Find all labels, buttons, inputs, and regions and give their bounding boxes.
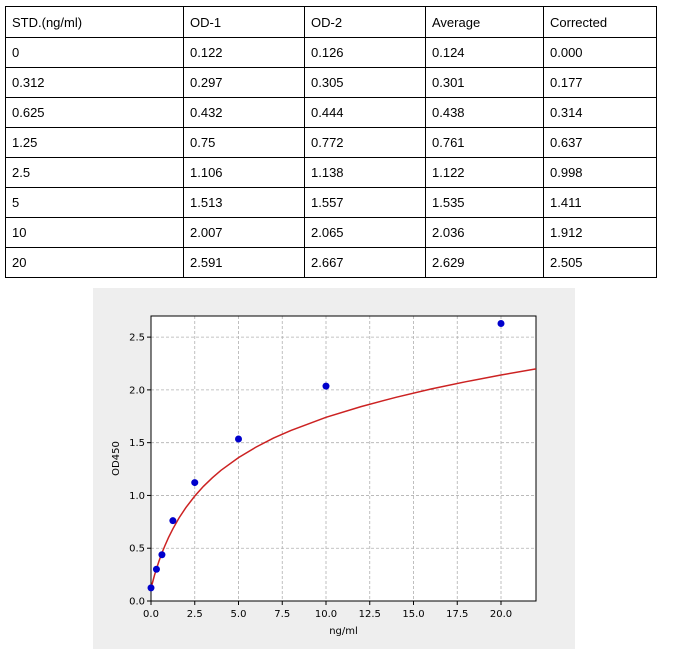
table-row: 1.25 0.75 0.772 0.761 0.637: [5, 127, 657, 158]
standard-curve-chart: 0.0 2.5 5.0 7.5 10.0 12.5 15.0 17.5 20.0 0.0 0.5 1.…: [93, 288, 575, 649]
table-cell: 0: [5, 37, 184, 68]
table-cell: 0.438: [425, 97, 544, 128]
plot-frame: [150, 315, 537, 602]
x-tick-label: 15.0: [402, 609, 424, 620]
table-cell: 0.772: [304, 127, 426, 158]
column-header: OD-1: [183, 6, 305, 38]
table-row: 2.5 1.106 1.138 1.122 0.998: [5, 157, 657, 188]
table-cell: 0.444: [304, 97, 426, 128]
table-cell: 1.25: [5, 127, 184, 158]
table-cell: 0.998: [543, 157, 657, 188]
table-cell: 0.122: [183, 37, 305, 68]
x-tick-label: 10.0: [315, 609, 337, 620]
plot-area: [151, 316, 536, 601]
data-point: [158, 551, 166, 559]
table-cell: 2.036: [425, 217, 544, 248]
table-row: 5 1.513 1.557 1.535 1.411: [5, 187, 657, 218]
chart-svg: 0.0 2.5 5.0 7.5 10.0 12.5 15.0 17.5 20.0 0.0 0.5 1.…: [111, 315, 537, 637]
table-cell: 1.535: [425, 187, 544, 218]
table-cell: 5: [5, 187, 184, 218]
column-header: Corrected: [543, 6, 657, 38]
data-point: [169, 517, 177, 525]
column-header: STD.(ng/ml): [5, 6, 184, 38]
table-cell: 0.625: [5, 97, 184, 128]
table-cell: 2.5: [5, 157, 184, 188]
table-cell: 0.761: [425, 127, 544, 158]
table-row: 0.312 0.297 0.305 0.301 0.177: [5, 67, 657, 98]
column-header: OD-2: [304, 6, 426, 38]
x-tick-label: 5.0: [231, 609, 247, 620]
data-point: [497, 319, 505, 327]
table-cell: 1.912: [543, 217, 657, 248]
data-point: [191, 479, 199, 487]
y-tick-label: 2.5: [129, 333, 145, 344]
table-cell: 2.505: [543, 247, 657, 278]
table-cell: 1.106: [183, 157, 305, 188]
x-tick-label: 17.5: [446, 609, 468, 620]
table-cell: 20: [5, 247, 184, 278]
table-cell: 0.126: [304, 37, 426, 68]
table-row: 0 0.122 0.126 0.124 0.000: [5, 37, 657, 68]
table-cell: 0.637: [543, 127, 657, 158]
table-cell: 0.297: [183, 67, 305, 98]
y-tick-label: 2.0: [129, 385, 145, 396]
data-point: [152, 565, 160, 573]
column-header: Average: [425, 6, 544, 38]
fit-curve-line: [150, 368, 537, 589]
y-tick-label: 1.0: [129, 491, 145, 502]
table-cell: 0.000: [543, 37, 657, 68]
table-cell: 1.138: [304, 157, 426, 188]
table-header-row: STD.(ng/ml) OD-1 OD-2 Average Corrected: [5, 6, 657, 38]
table-cell: 0.301: [425, 67, 544, 98]
data-point: [235, 435, 242, 443]
data-point: [322, 382, 330, 390]
table-cell: 2.065: [304, 217, 426, 248]
table-row: 0.625 0.432 0.444 0.438 0.314: [5, 97, 657, 128]
standard-curve-table: STD.(ng/ml) OD-1 OD-2 Average Corrected 0 0.12…: [5, 6, 657, 278]
y-tick-label: 0.0: [129, 597, 145, 608]
y-axis-label: OD450: [111, 441, 122, 476]
table-cell: 2.667: [304, 247, 426, 278]
table-cell: 0.177: [543, 67, 657, 98]
table-cell: 0.75: [183, 127, 305, 158]
data-point: [147, 584, 155, 592]
table-cell: 2.007: [183, 217, 305, 248]
table-cell: 0.305: [304, 67, 426, 98]
table-cell: 1.122: [425, 157, 544, 188]
table-cell: 1.513: [183, 187, 305, 218]
table-cell: 2.629: [425, 247, 544, 278]
x-tick-label: 0.0: [143, 609, 159, 620]
y-tick-label: 0.5: [129, 544, 145, 555]
table-row: 10 2.007 2.065 2.036 1.912: [5, 217, 657, 248]
table-cell: 0.312: [5, 67, 184, 98]
x-tick-label: 7.5: [274, 609, 290, 620]
table-cell: 0.432: [183, 97, 305, 128]
table-cell: 2.591: [183, 247, 305, 278]
x-tick-label: 20.0: [490, 609, 512, 620]
table-cell: 1.411: [543, 187, 657, 218]
x-tick-label: 12.5: [359, 609, 381, 620]
table-cell: 1.557: [304, 187, 426, 218]
table-cell: 10: [5, 217, 184, 248]
x-tick-label: 2.5: [187, 609, 203, 620]
y-tick-label: 1.5: [129, 438, 145, 449]
table-row: 20 2.591 2.667 2.629 2.505: [5, 247, 657, 278]
x-axis-label: ng/ml: [329, 626, 358, 637]
table-cell: 0.314: [543, 97, 657, 128]
table-cell: 0.124: [425, 37, 544, 68]
